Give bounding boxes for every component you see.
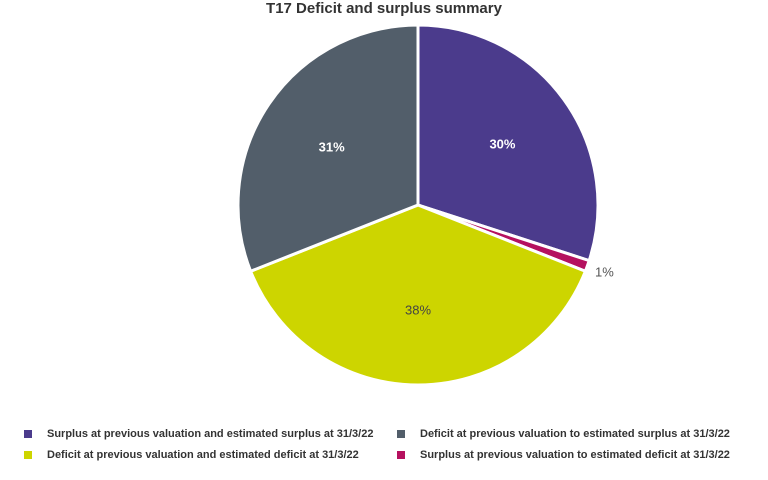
pie-slice[interactable] [249,203,587,387]
legend-swatch [397,451,405,459]
legend-item[interactable]: Deficit at previous valuation and estima… [24,449,359,461]
legend-label: Surplus at previous valuation and estima… [47,428,374,440]
pie-chart: 30% 1% 38% 31% [236,23,614,387]
slice-data-label: 38% [405,302,431,317]
slice-data-label: 1% [595,264,614,279]
legend-item[interactable]: Deficit at previous valuation to estimat… [397,428,730,440]
legend-swatch [397,430,405,438]
legend-label: Deficit at previous valuation to estimat… [420,428,730,440]
legend-item[interactable]: Surplus at previous valuation and estima… [24,428,373,440]
legend-item[interactable]: Surplus at previous valuation to estimat… [397,449,730,461]
slice-data-label: 30% [489,137,515,152]
legend-swatch [24,451,32,459]
pie-slice[interactable] [236,23,420,273]
pie-slice[interactable] [416,23,600,263]
legend-label: Surplus at previous valuation to estimat… [420,449,730,461]
legend-swatch [24,430,32,438]
slice-data-label: 31% [319,139,345,154]
chart-title: T17 Deficit and surplus summary [266,0,502,17]
legend-label: Deficit at previous valuation and estima… [47,449,359,461]
